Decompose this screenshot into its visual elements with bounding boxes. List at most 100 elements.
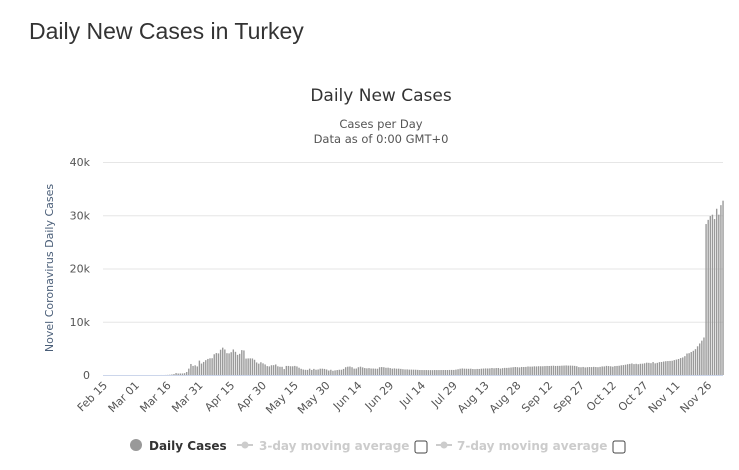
bar[interactable]	[690, 352, 692, 375]
bar[interactable]	[279, 366, 281, 375]
bar[interactable]	[181, 373, 184, 375]
bar[interactable]	[272, 365, 275, 375]
bar[interactable]	[720, 205, 722, 375]
bar[interactable]	[561, 365, 563, 375]
bar[interactable]	[387, 367, 389, 375]
bar[interactable]	[480, 368, 483, 375]
bar[interactable]	[251, 358, 254, 375]
bar[interactable]	[675, 359, 678, 375]
bar[interactable]	[217, 353, 220, 375]
bar[interactable]	[692, 350, 695, 375]
bar[interactable]	[308, 368, 311, 375]
bar[interactable]	[626, 364, 629, 375]
bar[interactable]	[599, 366, 601, 375]
bar[interactable]	[552, 365, 555, 375]
bar[interactable]	[400, 368, 402, 375]
bar[interactable]	[622, 365, 625, 375]
bar[interactable]	[590, 367, 593, 375]
bar[interactable]	[306, 369, 309, 375]
bar[interactable]	[597, 367, 599, 375]
bar[interactable]	[533, 366, 536, 375]
bar[interactable]	[245, 358, 247, 375]
bar[interactable]	[209, 358, 211, 375]
bar[interactable]	[665, 361, 667, 375]
bar[interactable]	[173, 374, 175, 375]
bar[interactable]	[402, 369, 404, 375]
bar[interactable]	[357, 367, 360, 375]
bar[interactable]	[442, 370, 444, 375]
bar[interactable]	[315, 369, 317, 375]
bar[interactable]	[419, 370, 421, 375]
bar[interactable]	[563, 365, 565, 375]
bar[interactable]	[406, 369, 408, 375]
bar[interactable]	[253, 359, 256, 375]
bar[interactable]	[434, 370, 436, 375]
bar[interactable]	[436, 370, 438, 375]
bar[interactable]	[404, 369, 406, 375]
bar[interactable]	[703, 337, 705, 375]
bar[interactable]	[701, 340, 703, 375]
bar[interactable]	[450, 369, 453, 375]
bar[interactable]	[393, 368, 396, 375]
bar[interactable]	[470, 368, 472, 375]
bar[interactable]	[609, 366, 612, 375]
legend-item-7day[interactable]: 7-day moving average	[436, 439, 607, 453]
bar[interactable]	[673, 360, 675, 375]
bar[interactable]	[573, 365, 576, 375]
bar[interactable]	[391, 368, 394, 375]
bar[interactable]	[429, 370, 432, 375]
bar[interactable]	[330, 369, 332, 375]
bar[interactable]	[652, 362, 654, 375]
bar[interactable]	[465, 368, 468, 375]
bar[interactable]	[298, 367, 300, 375]
bar[interactable]	[270, 365, 273, 375]
bar[interactable]	[289, 366, 292, 375]
bar[interactable]	[200, 363, 203, 375]
bar[interactable]	[353, 368, 355, 375]
bar[interactable]	[266, 366, 268, 375]
bar[interactable]	[584, 367, 586, 375]
bar[interactable]	[368, 368, 370, 375]
bar[interactable]	[624, 364, 627, 375]
bar[interactable]	[281, 366, 283, 375]
bar[interactable]	[185, 372, 188, 375]
bar[interactable]	[497, 368, 500, 375]
bar[interactable]	[709, 216, 712, 375]
bar[interactable]	[313, 368, 315, 375]
bar[interactable]	[196, 366, 198, 375]
bar[interactable]	[359, 366, 362, 375]
bar[interactable]	[258, 363, 260, 375]
bar[interactable]	[183, 373, 186, 375]
bar[interactable]	[228, 353, 230, 375]
bar[interactable]	[421, 370, 423, 375]
bar[interactable]	[361, 367, 364, 375]
bar[interactable]	[296, 366, 298, 375]
bar[interactable]	[347, 366, 349, 375]
bar[interactable]	[378, 367, 381, 375]
bar[interactable]	[446, 370, 449, 375]
bar[interactable]	[523, 367, 525, 375]
bar[interactable]	[440, 370, 442, 375]
bar[interactable]	[682, 357, 684, 375]
bar[interactable]	[230, 352, 232, 375]
bar[interactable]	[459, 368, 461, 375]
bar[interactable]	[576, 366, 578, 375]
bar[interactable]	[383, 367, 385, 375]
bar[interactable]	[344, 367, 347, 375]
bar[interactable]	[431, 370, 434, 375]
bar[interactable]	[487, 368, 489, 375]
bar[interactable]	[291, 366, 294, 375]
bar[interactable]	[667, 361, 669, 375]
bar[interactable]	[323, 368, 326, 375]
legend-item-3day[interactable]: 3-day moving average	[237, 439, 409, 453]
bar[interactable]	[427, 370, 430, 375]
bar[interactable]	[525, 366, 527, 375]
bar[interactable]	[518, 367, 521, 375]
bar[interactable]	[684, 356, 686, 375]
bar[interactable]	[455, 369, 457, 375]
bar[interactable]	[637, 364, 639, 375]
bar[interactable]	[215, 353, 218, 375]
bar[interactable]	[334, 370, 336, 375]
bar[interactable]	[179, 373, 182, 375]
bar[interactable]	[571, 365, 574, 375]
